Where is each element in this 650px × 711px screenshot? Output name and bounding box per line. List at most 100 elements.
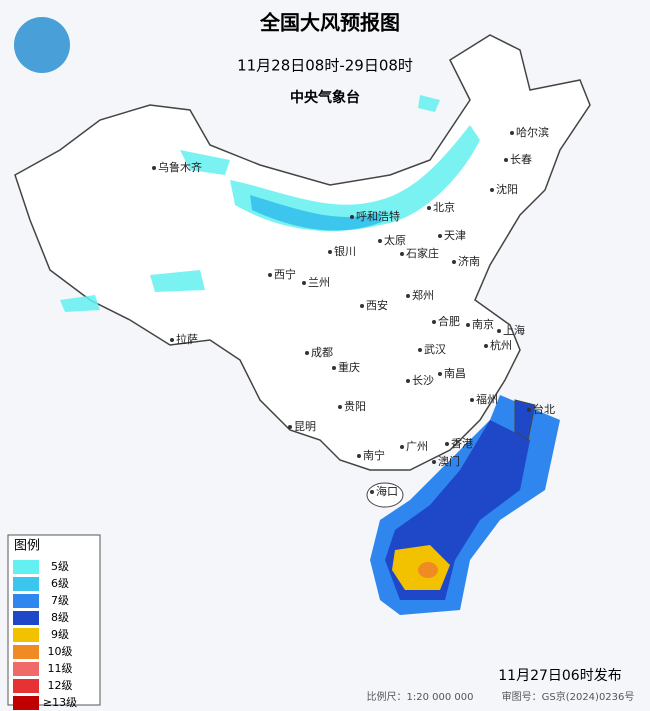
legend-label: 12级 (48, 679, 73, 692)
legend-label: 7级 (51, 594, 69, 607)
city-dot (527, 408, 531, 412)
city-label: 济南 (458, 254, 480, 268)
issue-time: 11月27日06时发布 (498, 668, 621, 684)
city-label: 哈尔滨 (516, 125, 549, 139)
city-dot (406, 294, 410, 298)
city-label: 澳门 (438, 454, 460, 468)
city-label: 西宁 (274, 267, 296, 281)
city-label: 西安 (366, 298, 388, 312)
city-dot (497, 329, 501, 333)
wind-area-5 (230, 125, 480, 232)
city-label: 杭州 (490, 338, 512, 352)
city-dot (452, 260, 456, 264)
wind-area-10 (418, 562, 438, 578)
city-label: 海口 (376, 484, 398, 498)
legend-swatch (13, 662, 39, 676)
review-number: 审图号：GS京(2024)0236号 (502, 690, 635, 703)
city-dot (438, 234, 442, 238)
legend-label: ≥13级 (43, 696, 77, 709)
legend-swatch (13, 628, 39, 642)
subtitle: 11月28日08时-29日08时 (237, 57, 413, 75)
city-label: 香港 (451, 437, 473, 450)
city-dot (302, 281, 306, 285)
city-label: 银川 (334, 244, 356, 258)
hainan (366, 482, 404, 508)
city-label: 沈阳 (496, 182, 518, 196)
city-dot (466, 323, 470, 327)
city-dot (438, 372, 442, 376)
legend-swatch (13, 679, 39, 693)
city-label: 南昌 (444, 367, 466, 380)
city-label: 郑州 (412, 288, 434, 302)
city-dot (470, 398, 474, 402)
city-label: 兰州 (308, 276, 330, 289)
city-dot (350, 215, 354, 219)
city-label: 天津 (444, 229, 466, 242)
city-dot (370, 490, 374, 494)
issuer: 中央气象台 (290, 89, 360, 106)
legend-swatch (13, 611, 39, 625)
city-dot (357, 454, 361, 458)
city-dot (378, 239, 382, 243)
legend-swatch (13, 594, 39, 608)
city-dot (338, 405, 342, 409)
scale: 比例尺：1:20 000 000 (367, 690, 474, 703)
city-dot (360, 304, 364, 308)
city-label: 广州 (406, 440, 428, 453)
city-label: 上海 (503, 323, 525, 337)
legend-swatch (13, 696, 39, 710)
country-outline (14, 34, 591, 471)
city-dot (484, 344, 488, 348)
title: 全国大风预报图 (259, 11, 400, 35)
city-label: 拉萨 (176, 332, 198, 346)
city-label: 贵阳 (344, 400, 366, 413)
city-dot (400, 445, 404, 449)
city-dot (268, 273, 272, 277)
city-dot (152, 166, 156, 170)
city-label: 北京 (433, 200, 455, 214)
city-dot (406, 379, 410, 383)
city-label: 乌鲁木齐 (158, 160, 202, 174)
city-dot (418, 348, 422, 352)
legend-label: 5级 (51, 560, 69, 573)
legend-swatch (13, 560, 39, 574)
city-label: 石家庄 (406, 246, 439, 260)
city-label: 昆明 (294, 420, 316, 433)
city-label: 长沙 (412, 374, 434, 387)
city-dot (445, 442, 449, 446)
legend-label: 10级 (48, 645, 73, 658)
logo (14, 17, 70, 73)
city-dot (510, 131, 514, 135)
city-dot (305, 351, 309, 355)
city-dot (288, 425, 292, 429)
city-label: 台北 (533, 402, 555, 416)
city-dot (432, 460, 436, 464)
city-dot (400, 252, 404, 256)
legend-swatch (13, 645, 39, 659)
city-label: 重庆 (338, 360, 360, 374)
wind-area-6 (250, 195, 382, 231)
city-dot (332, 366, 336, 370)
legend-label: 6级 (51, 577, 69, 590)
city-label: 南宁 (363, 448, 385, 462)
city-label: 南京 (472, 317, 494, 331)
legend-label: 9级 (51, 628, 69, 641)
legend-label: 11级 (48, 662, 73, 675)
legend-title: 图例 (14, 539, 40, 554)
city-dot (432, 320, 436, 324)
city-label: 太原 (384, 234, 406, 247)
city-dot (427, 206, 431, 210)
legend-label: 8级 (51, 611, 69, 624)
legend-swatch (13, 577, 39, 591)
city-dot (490, 188, 494, 192)
city-label: 成都 (311, 346, 333, 359)
city-label: 福州 (476, 392, 498, 406)
city-label: 合肥 (438, 314, 460, 328)
city-label: 长春 (510, 153, 532, 166)
city-dot (170, 338, 174, 342)
city-label: 呼和浩特 (356, 209, 400, 223)
city-label: 武汉 (424, 343, 446, 356)
city-dot (504, 158, 508, 162)
